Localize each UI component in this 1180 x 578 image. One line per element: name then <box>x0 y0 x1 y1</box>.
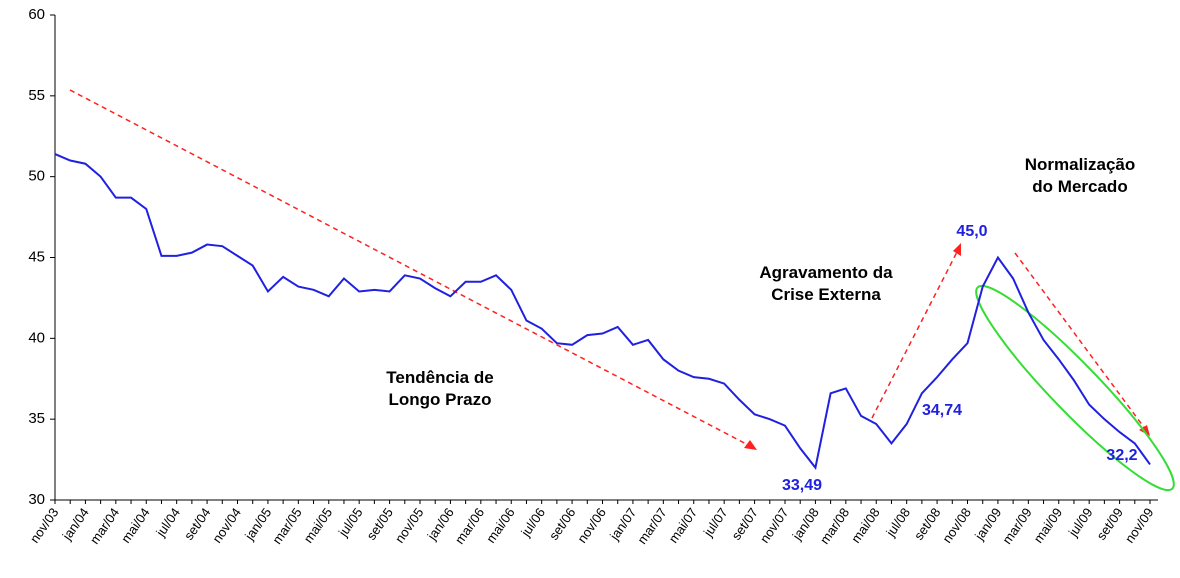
x-tick-label: jul/08 <box>882 505 913 540</box>
x-tick-label: nov/05 <box>392 505 427 546</box>
annotation: Tendência de <box>386 368 493 387</box>
x-tick-label: nov/04 <box>209 505 244 546</box>
y-tick-label: 35 <box>28 410 45 427</box>
annotation: 32,2 <box>1106 447 1137 464</box>
y-tick-label: 50 <box>28 168 45 185</box>
x-tick-label: mai/07 <box>666 505 701 546</box>
highlight-ellipse <box>975 284 1175 492</box>
x-tick-label: mar/07 <box>634 505 669 547</box>
x-tick-label: jul/05 <box>335 505 366 540</box>
x-tick-label: nov/03 <box>27 505 62 546</box>
normal-arrow <box>1014 252 1147 431</box>
x-tick-label: nov/06 <box>574 505 609 546</box>
annotation: 34,74 <box>922 402 962 419</box>
y-tick-label: 30 <box>28 491 45 508</box>
x-tick-label: jul/04 <box>152 505 183 540</box>
x-tick-label: nov/09 <box>1122 505 1157 546</box>
arrow-head <box>953 243 961 256</box>
x-tick-label: mai/09 <box>1031 505 1066 546</box>
x-tick-label: nov/07 <box>757 505 792 546</box>
x-tick-label: nov/08 <box>939 505 974 546</box>
x-tick-label: mai/08 <box>848 505 883 546</box>
crisis-arrow <box>871 249 959 419</box>
y-tick-label: 40 <box>28 329 45 346</box>
arrow-head <box>744 440 757 450</box>
annotation: do Mercado <box>1032 177 1127 196</box>
annotation: Longo Prazo <box>389 390 492 409</box>
annotation: Normalização <box>1025 155 1136 174</box>
y-tick-label: 55 <box>28 87 45 104</box>
annotation: 45,0 <box>956 223 987 240</box>
x-tick-label: mai/06 <box>483 505 518 546</box>
x-tick-label: mar/05 <box>269 505 304 547</box>
x-tick-label: mar/06 <box>452 505 487 547</box>
y-tick-label: 45 <box>28 248 45 265</box>
annotation: Agravamento da <box>759 263 893 282</box>
annotation: 33,49 <box>782 477 822 494</box>
x-tick-label: jul/09 <box>1065 505 1096 540</box>
trend-arrow <box>69 89 753 448</box>
x-tick-label: mai/05 <box>301 505 336 546</box>
x-tick-label: mar/09 <box>999 505 1034 547</box>
y-tick-label: 60 <box>28 6 45 23</box>
x-tick-label: jul/07 <box>700 505 731 540</box>
x-tick-label: jul/06 <box>517 505 548 540</box>
x-tick-label: mar/08 <box>817 505 852 547</box>
x-tick-label: mai/04 <box>118 505 153 546</box>
line-series <box>54 153 1151 470</box>
annotation: Crise Externa <box>771 285 881 304</box>
x-tick-label: mar/04 <box>87 505 122 547</box>
